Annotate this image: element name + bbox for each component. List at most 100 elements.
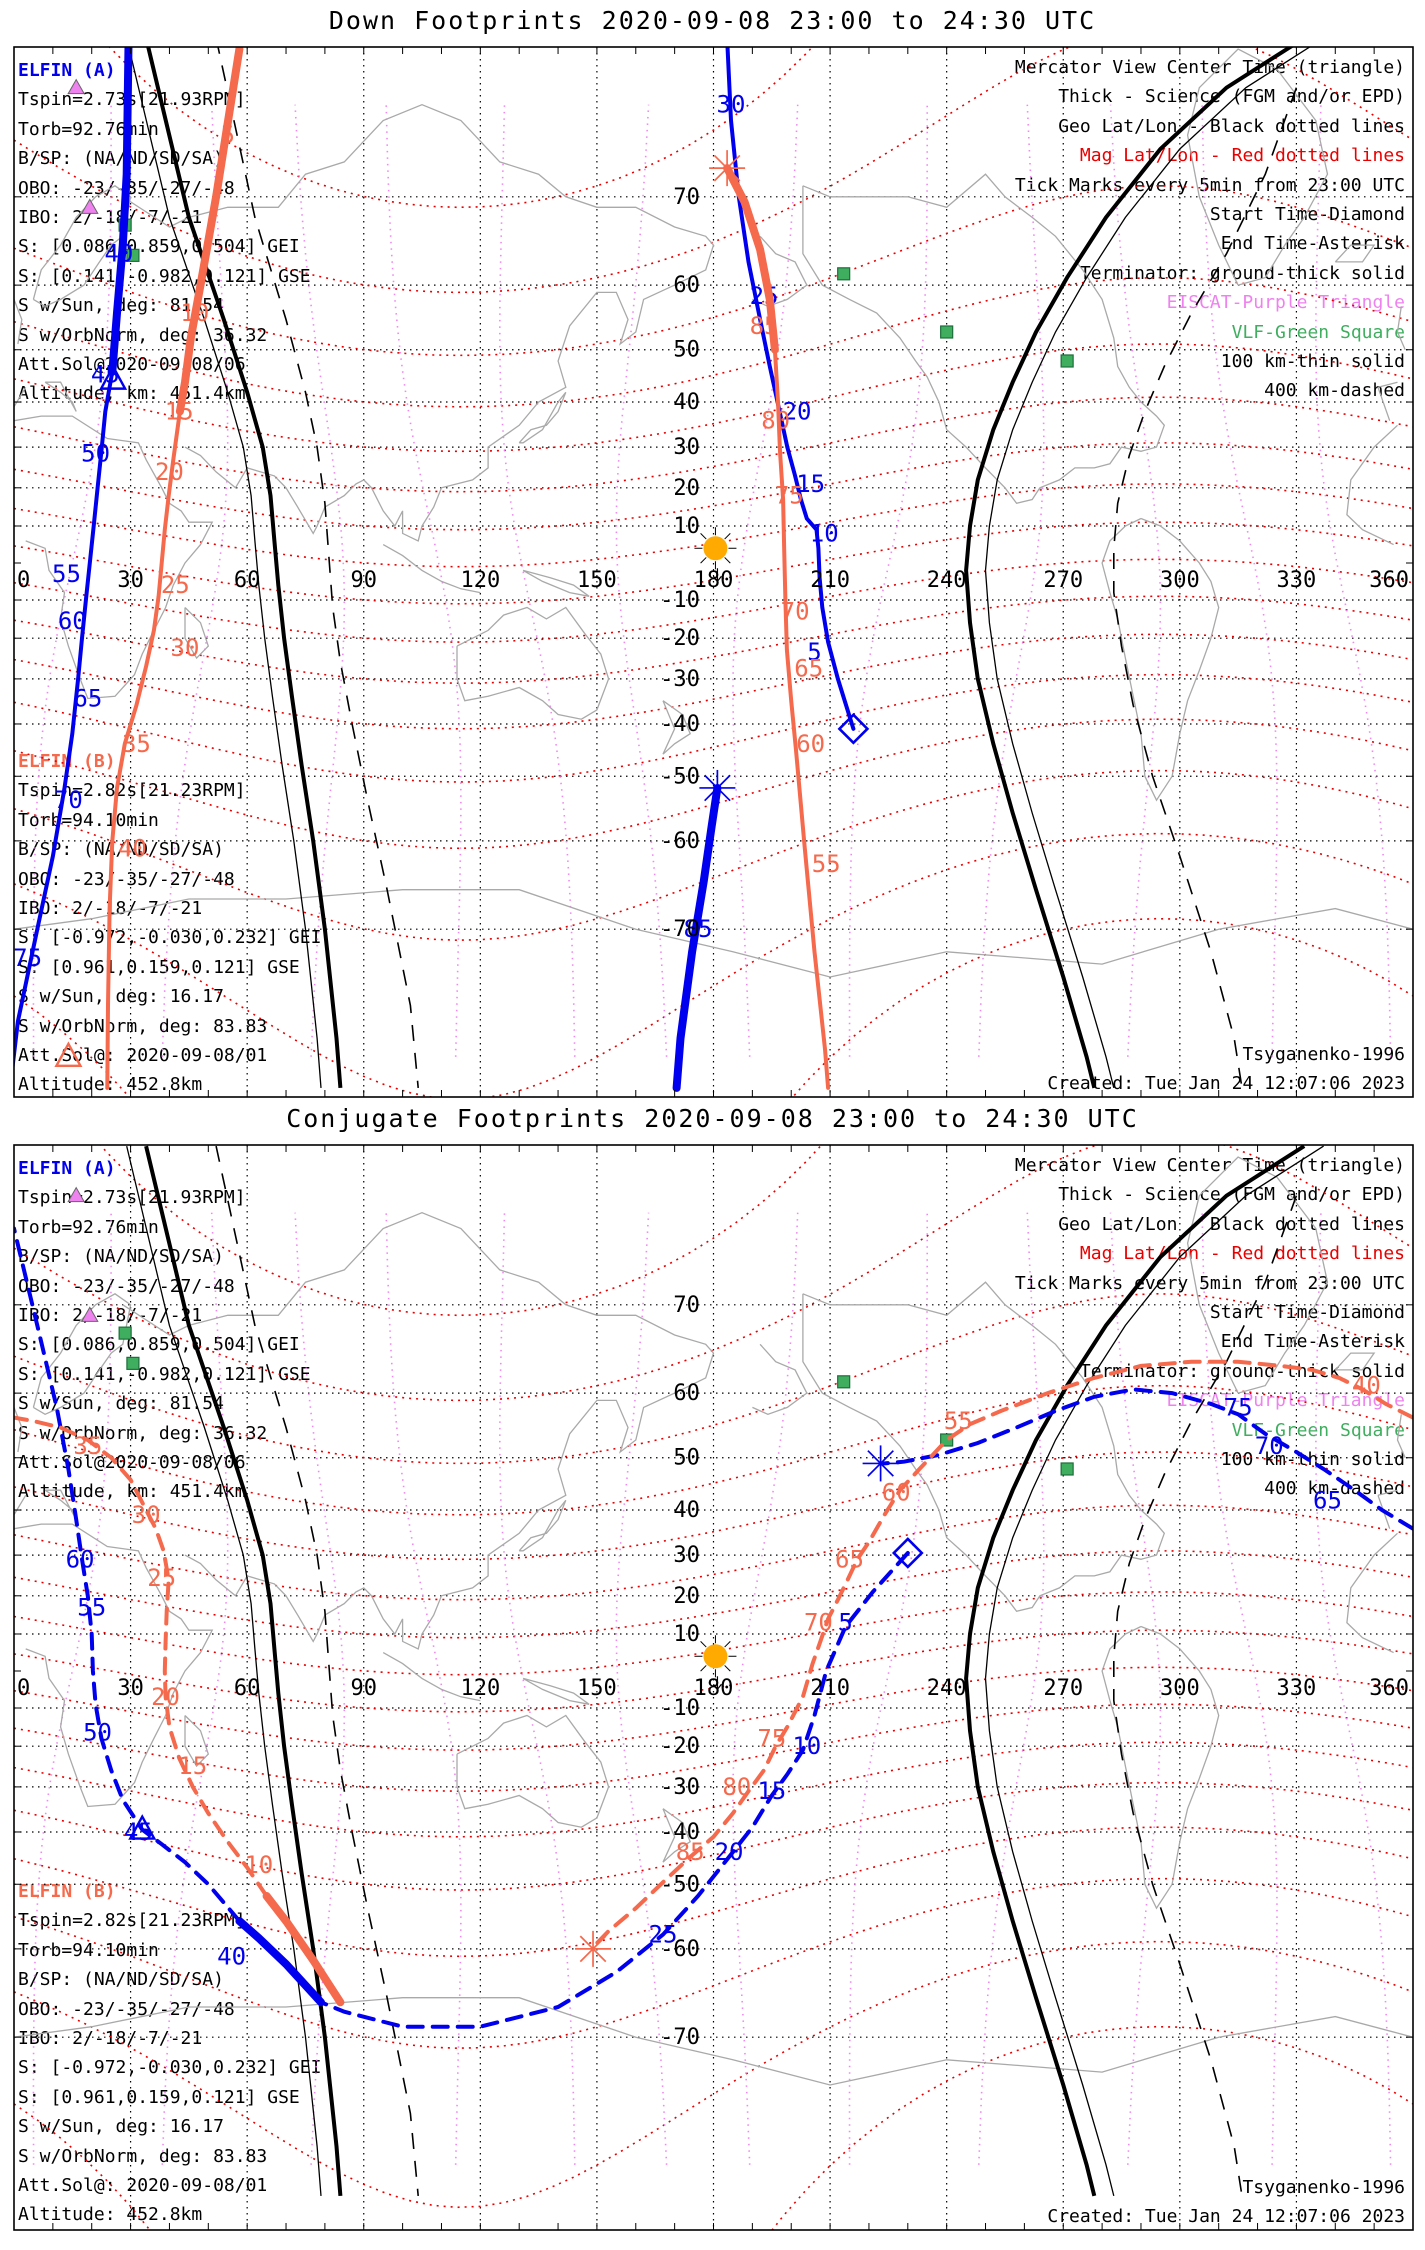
info-line: OBO: -23/-35/-27/-48 <box>18 1998 235 2020</box>
track-minute-label: 10 <box>810 519 839 547</box>
legend-line: 400 km-dashed <box>1264 380 1405 402</box>
info-line: IBO: 2/-18/-7/-21 <box>18 2028 203 2050</box>
info-line: S: [0.961,0.159,0.121] GSE <box>18 956 300 978</box>
vlf-station-icon <box>940 1433 954 1447</box>
mag-lon-line <box>848 104 928 1057</box>
track-minute-label: 15 <box>757 1777 786 1805</box>
satellite-header: ELFIN (A) <box>18 60 116 81</box>
legend-line: 400 km-dashed <box>1264 1478 1405 1500</box>
track-minute-label: 20 <box>783 398 812 426</box>
track-minute-label: 70 <box>781 597 810 625</box>
legend-line: Mag Lat/Lon - Red dotted lines <box>1079 145 1405 167</box>
lon-tick-label: 210 <box>810 1676 850 1701</box>
lat-tick-label: -50 <box>660 1872 700 1897</box>
legend-panel1: Mercator View Center Time (triangle) Thic… <box>1015 53 1405 406</box>
center-time-triangle-icon <box>128 1814 157 1840</box>
info-line: Att.Sol@: 2020-09-08/01 <box>18 2175 268 2197</box>
info-line: S w/Sun, deg: 16.17 <box>18 986 224 1008</box>
track-minute-label: 15 <box>796 470 825 498</box>
info-line: B/SP: (NA/ND/SD/SA) <box>18 839 224 861</box>
info-line: Altitude: 452.8km <box>18 1074 203 1096</box>
orbit-segment <box>772 347 831 1090</box>
credits-panel2: Tsyganenko-1996 Created: Tue Jan 24 12:0… <box>1047 2173 1405 2232</box>
lon-tick-label: 330 <box>1277 568 1317 593</box>
track-minute-label: 25 <box>161 571 190 599</box>
info-line: OBO: -23/-35/-27/-48 <box>18 868 235 890</box>
lon-tick-label: 240 <box>927 1676 967 1701</box>
mag-lon-line <box>732 1212 799 2165</box>
info-line: IBO: 2/-18/-7/-21 <box>18 898 203 920</box>
track-minute-label: 55 <box>812 850 841 878</box>
lon-tick-label: 240 <box>927 568 967 593</box>
info-line: OBO: -23/-35/-27/-48 <box>18 177 235 199</box>
lat-tick-label: -70 <box>660 2025 700 2050</box>
info-line: Altitude, km: 451.4km <box>18 383 246 405</box>
track-minute-label: 75 <box>775 482 804 510</box>
model-label: Tsyganenko-1996 <box>1242 2177 1405 2198</box>
legend-line: Terminator: ground-thick solid <box>1079 1360 1405 1382</box>
lat-tick-label: 60 <box>673 1381 700 1406</box>
science-segment <box>723 164 779 354</box>
lat-tick-label: 20 <box>673 1584 700 1609</box>
info-line: S: [-0.972,-0.030,0.232] GEI <box>18 927 322 949</box>
mag-lon-line <box>385 1212 462 2165</box>
track-minute-label: 5 <box>838 1609 852 1637</box>
track-minute-label: 20 <box>151 1683 180 1711</box>
info-line: Att.Sol@2020-09-08/06 <box>18 354 246 376</box>
end-time-asterisk-icon <box>709 150 746 187</box>
track-minute-label: 65 <box>794 654 823 682</box>
legend-line: Geo Lat/Lon - Black dotted lines <box>1058 1213 1405 1235</box>
mag-lon-line <box>498 104 576 1057</box>
lat-tick-label: -60 <box>660 1937 700 1962</box>
track-minute-label: 25 <box>649 1921 678 1949</box>
elfin-b-info-panel1: ELFIN (B) Tspin=2.82s[21.23RPM] Torb=94.10… <box>18 747 321 1100</box>
orbit-segment <box>319 1551 910 2029</box>
info-line: Altitude, km: 451.4km <box>18 1481 246 1503</box>
lat-tick-label: 70 <box>673 1293 700 1318</box>
lon-tick-label: 0 <box>17 1676 30 1701</box>
lat-tick-label: -20 <box>660 626 700 651</box>
info-line: B/SP: (NA/ND/SD/SA) <box>18 1246 224 1268</box>
track-minute-label: 10 <box>792 1732 821 1760</box>
info-line: Torb=92.76min <box>18 1216 159 1238</box>
lat-tick-label: -50 <box>660 764 700 789</box>
lat-tick-label: -10 <box>660 588 700 613</box>
vlf-station-icon <box>837 1375 851 1389</box>
end-time-asterisk-icon <box>862 1445 899 1482</box>
lon-tick-label: 210 <box>810 568 850 593</box>
track-minute-label: 50 <box>83 1719 112 1747</box>
orbit-segment <box>725 47 856 731</box>
info-line: S w/OrbNorm, deg: 36.32 <box>18 324 268 346</box>
lon-tick-label: 150 <box>577 1676 617 1701</box>
info-line: S: [0.141,-0.982,0.121] GSE <box>18 1363 311 1385</box>
track-minute-label: 30 <box>717 91 746 119</box>
lat-tick-label: -20 <box>660 1734 700 1759</box>
track-minute-label: 85 <box>676 1838 705 1866</box>
science-segment <box>672 784 722 1092</box>
legend-line: Tick Marks every 5min from 23:00 UTC <box>1014 1272 1405 1294</box>
vlf-station-icon <box>940 325 954 339</box>
info-line: Torb=94.10min <box>18 809 159 831</box>
track-minute-label: 75 <box>757 1724 786 1752</box>
info-line: Torb=94.10min <box>18 1939 159 1961</box>
track-minute-label: 10 <box>244 1851 273 1879</box>
satellite-header: ELFIN (B) <box>18 751 116 772</box>
track-minute-label: 70 <box>804 1609 833 1637</box>
track-minute-label: 85 <box>750 312 779 340</box>
model-label: Tsyganenko-1996 <box>1242 1044 1405 1065</box>
legend-line: Start Time-Diamond <box>1209 1302 1405 1324</box>
track-minute-label: 60 <box>66 1545 95 1573</box>
satellite-header: ELFIN (A) <box>18 1158 116 1179</box>
sun-icon <box>694 527 737 583</box>
track-minute-label: 55 <box>52 560 81 588</box>
legend-line: End Time-Asterisk <box>1220 233 1405 255</box>
credits-panel1: Tsyganenko-1996 Created: Tue Jan 24 12:0… <box>1047 1040 1405 1099</box>
legend-line: Mag Lat/Lon - Red dotted lines <box>1079 1243 1405 1265</box>
legend-line: Geo Lat/Lon - Black dotted lines <box>1058 115 1405 137</box>
lat-tick-label: -30 <box>660 1775 700 1800</box>
lon-tick-label: 360 <box>1369 1676 1409 1701</box>
elfin-a-info-panel2: ELFIN (A) Tspin=2.73s[21.93RPM] Torb=92.76… <box>18 1154 311 1507</box>
lat-tick-label: -70 <box>660 917 700 942</box>
info-line: S w/Sun, deg: 16.17 <box>18 2116 224 2138</box>
track-minute-label: 55 <box>944 1407 973 1435</box>
